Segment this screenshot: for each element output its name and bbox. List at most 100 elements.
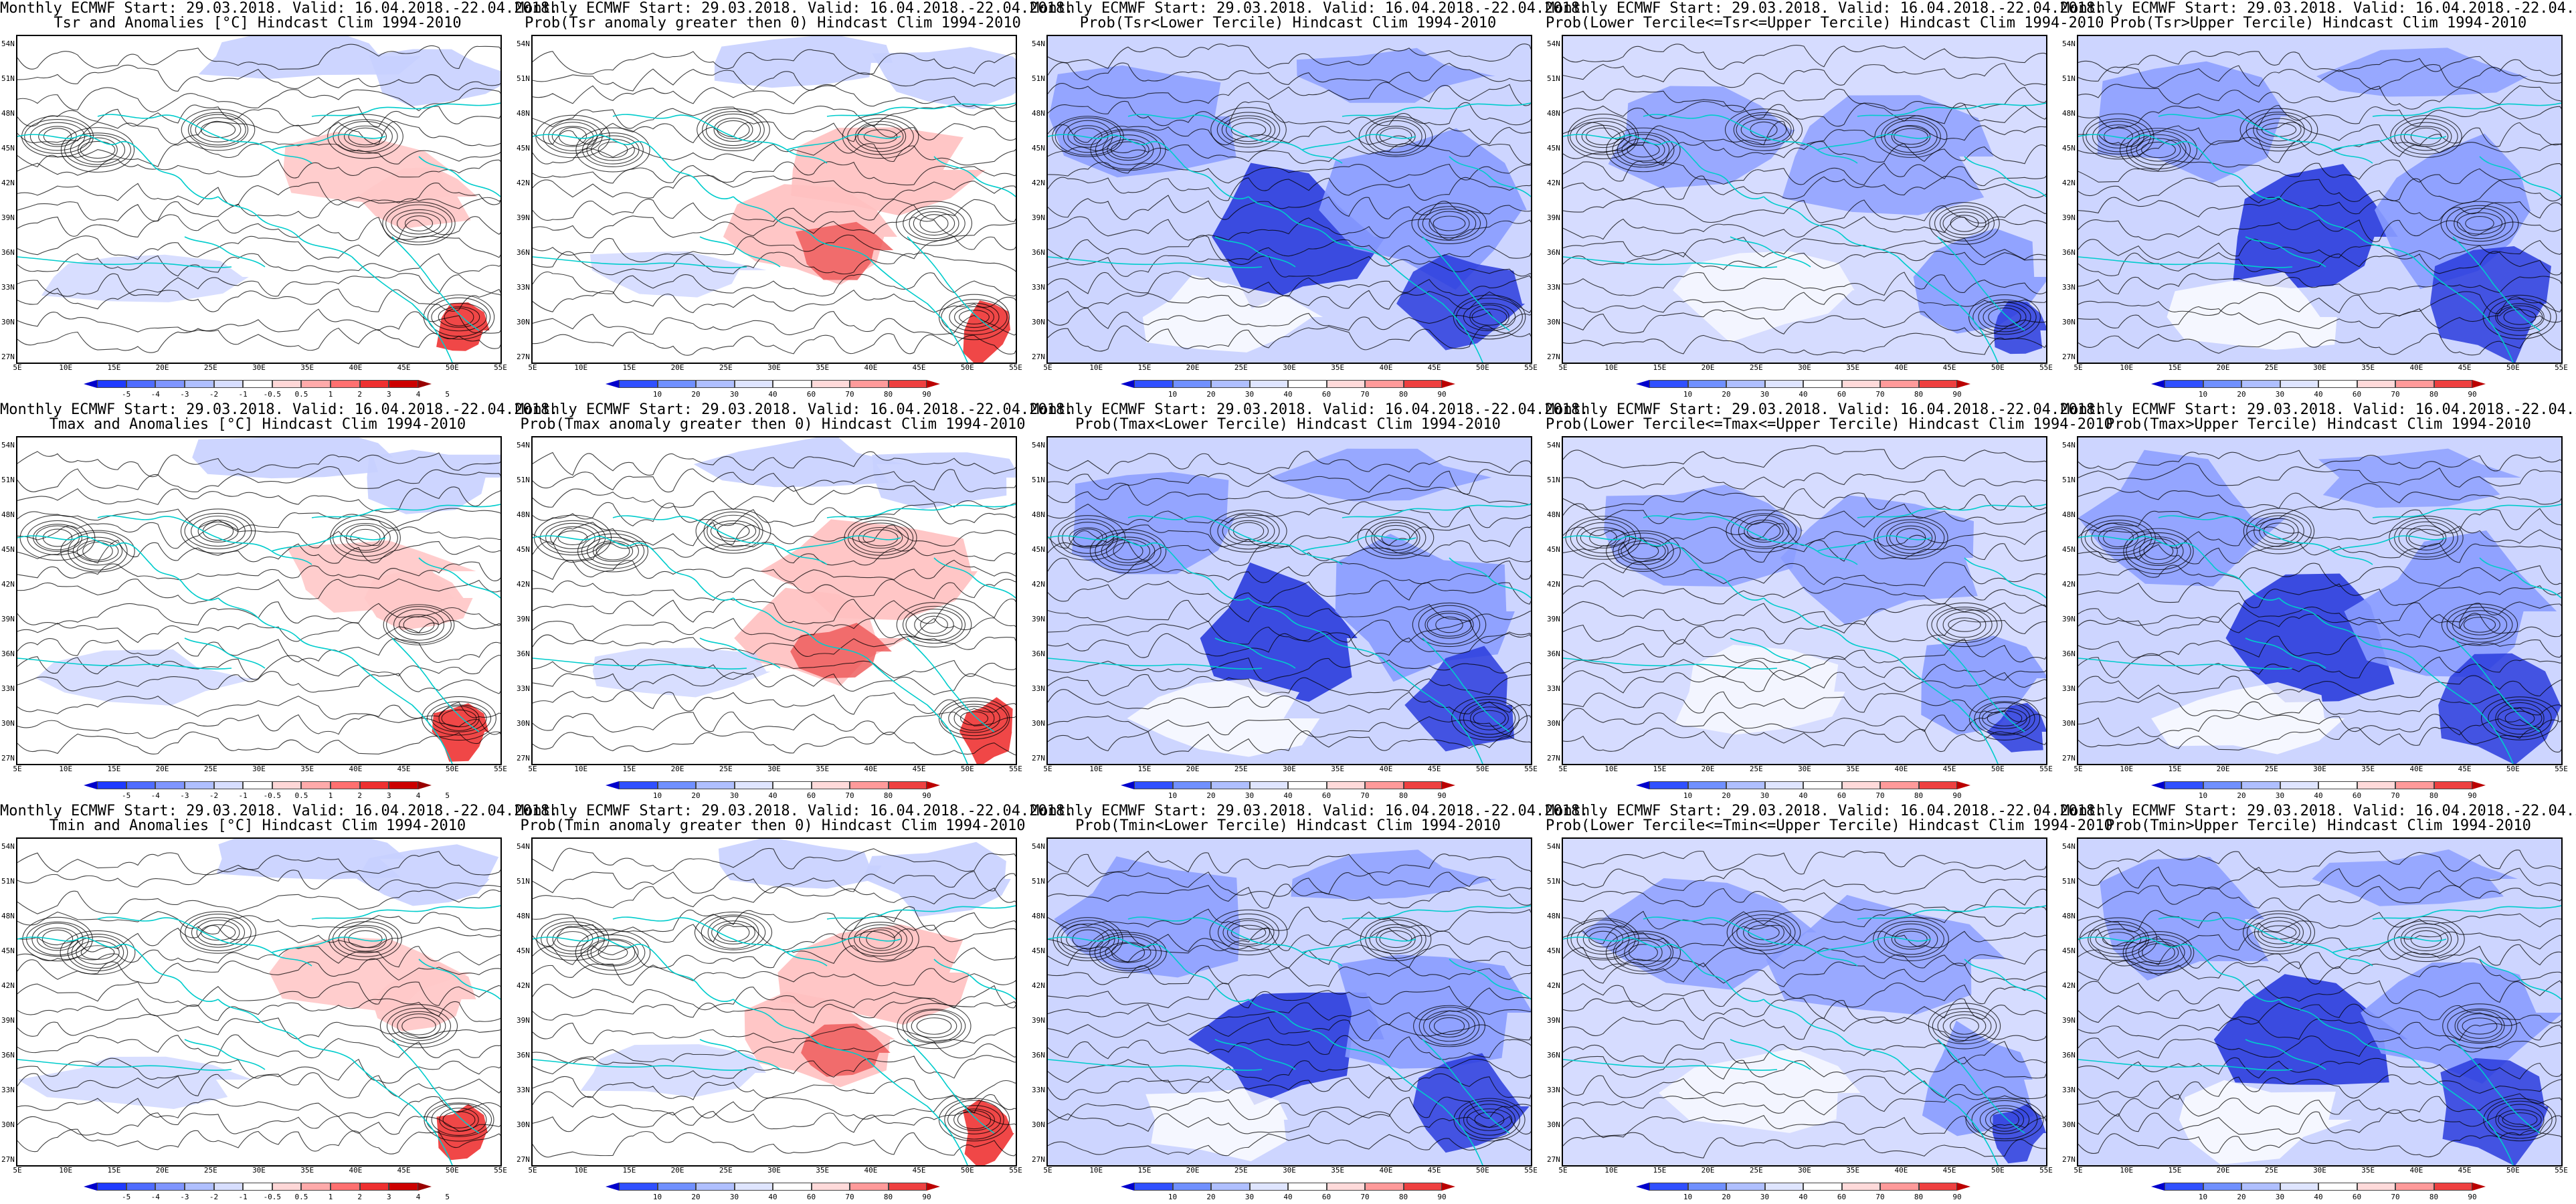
colorbar-tip-left [84, 1183, 97, 1191]
contour-line [2387, 916, 2465, 963]
coastline [2078, 1059, 2293, 1071]
latitude-label: 27N [2062, 754, 2076, 763]
longitude-label: 15E [2168, 363, 2182, 372]
colorbar-tick-label: 10 [1168, 1193, 1178, 1201]
contour-line [2447, 1008, 2512, 1044]
contour-line [340, 522, 391, 553]
colorbar-tip-right [927, 1183, 940, 1191]
contour-line [17, 182, 500, 207]
contour-line [1566, 918, 1640, 961]
longitude-label: 30E [1283, 1166, 1296, 1175]
colorbar-tick-label: 70 [845, 791, 854, 800]
map-canvas [2078, 839, 2561, 1165]
contour-line [587, 938, 639, 967]
coastline [2278, 999, 2413, 1060]
contour-line [1048, 965, 1531, 987]
contour-line [343, 125, 387, 148]
latitude-label: 27N [517, 1155, 530, 1164]
longitude-label: 20E [670, 363, 684, 372]
longitude-label: 40E [864, 1166, 878, 1175]
latitude-label: 51N [517, 476, 530, 484]
latitude-label: 48N [1032, 912, 1045, 920]
contour-line [1433, 1017, 1465, 1035]
map-frame [1562, 35, 2047, 364]
coastline [1763, 196, 1898, 258]
panel-title-line1: Monthly ECMWF Start: 29.03.2018. Valid: … [515, 401, 1074, 418]
contour-line [67, 934, 128, 971]
longitude-label: 45E [2458, 765, 2472, 773]
contour-line [2078, 136, 2561, 163]
panel-title-line1: Monthly ECMWF Start: 29.03.2018. Valid: … [0, 0, 559, 17]
longitude-label: 15E [622, 765, 636, 773]
latitude-label: 45N [2062, 545, 2076, 554]
colorbar-cell [1172, 380, 1211, 388]
contour-line [575, 930, 651, 975]
coastline [2158, 114, 2373, 164]
longitude-label: 35E [1846, 1166, 1860, 1175]
contour-line [332, 921, 399, 957]
contour-line [2126, 532, 2191, 571]
contour-line [1948, 617, 1981, 632]
longitude-label: 35E [1331, 765, 1345, 773]
colorbar-tick-label: -1 [238, 791, 248, 800]
contour-line [17, 1096, 500, 1118]
colorbar-tip-right [418, 380, 432, 388]
latitude-label: 30N [1, 719, 15, 728]
contour-line [393, 609, 445, 641]
contour-line [905, 609, 963, 641]
latitude-label: 54N [517, 441, 530, 449]
contour-line [1627, 542, 1659, 560]
colorbar-tick-label: -5 [122, 1193, 131, 1201]
contour-line [1563, 488, 2046, 511]
longitude-label: 35E [2361, 363, 2375, 372]
latitude-label: 45N [1547, 946, 1560, 955]
contour-line [1874, 114, 1948, 159]
contour-line [559, 126, 587, 146]
contour-line [1365, 520, 1427, 556]
contour-line [2446, 607, 2513, 643]
contour-line [533, 271, 1016, 297]
colorbar-cell [1326, 781, 1365, 789]
contour-line [2078, 104, 2561, 129]
colorbar-tick-label: 10 [1168, 791, 1178, 800]
latitude-label: 33N [1, 684, 15, 693]
colorbar-cell [619, 781, 658, 789]
contour-line [379, 1004, 458, 1048]
contour-line [533, 871, 1016, 894]
coastline [733, 597, 868, 659]
contour-line [2078, 197, 2561, 221]
colorbar-cell [2165, 1183, 2203, 1191]
latitude-label: 51N [517, 877, 530, 886]
contour-line [2410, 127, 2442, 146]
coastline [786, 535, 901, 552]
longitude-label: 40E [349, 1166, 363, 1175]
colorbar-cell [696, 1183, 735, 1191]
contour-line [1563, 638, 2046, 664]
latitude-label: 45N [517, 946, 530, 955]
colorbar-cell [888, 1183, 927, 1191]
coastline [1248, 999, 1383, 1060]
colorbar-cell [1211, 1183, 1250, 1191]
contour-line [1987, 710, 2023, 726]
longitude-label: 40E [1894, 1166, 1908, 1175]
colorbar-cell [888, 781, 927, 789]
contour-line [1730, 513, 1797, 549]
shaded-region [2430, 246, 2551, 363]
colorbar-tick-label: 10 [1683, 791, 1693, 800]
latitude-label: 54N [517, 842, 530, 851]
latitude-label: 54N [2062, 39, 2076, 48]
contour-line [717, 922, 750, 942]
colorbar-cell [1687, 781, 1726, 789]
colorbar-tick-label: 80 [1398, 791, 1408, 800]
panel-title-line1: Monthly ECMWF Start: 29.03.2018. Valid: … [1030, 0, 1589, 17]
colorbar-cell [2395, 380, 2434, 388]
contour-line [1463, 302, 1516, 332]
colorbar-tip-left [1121, 1183, 1134, 1191]
longitude-label: 10E [574, 765, 588, 773]
contour-line [533, 945, 1016, 969]
colorbar-tick-label: 40 [1283, 791, 1293, 800]
colorbar-cell [1880, 1183, 1919, 1191]
contour-line [2126, 130, 2191, 170]
contour-line [1974, 701, 2035, 736]
colorbar-tick-label: 70 [1875, 791, 1885, 800]
